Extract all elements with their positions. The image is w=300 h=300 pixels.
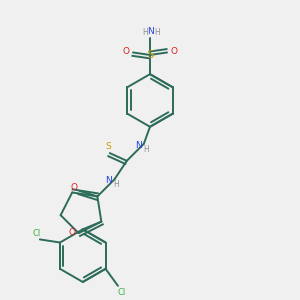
Text: O: O	[70, 183, 77, 192]
Text: N: N	[135, 140, 142, 149]
Text: N: N	[147, 27, 154, 36]
Text: N: N	[105, 176, 112, 185]
Text: O: O	[170, 47, 177, 56]
Text: S: S	[105, 142, 111, 151]
Text: O: O	[123, 47, 130, 56]
Text: O: O	[68, 228, 75, 237]
Text: H: H	[114, 181, 119, 190]
Text: H: H	[142, 28, 148, 38]
Text: H: H	[143, 145, 148, 154]
Text: Cl: Cl	[32, 229, 40, 238]
Text: S: S	[147, 50, 153, 60]
Text: H: H	[154, 28, 160, 38]
Text: Cl: Cl	[118, 287, 126, 296]
